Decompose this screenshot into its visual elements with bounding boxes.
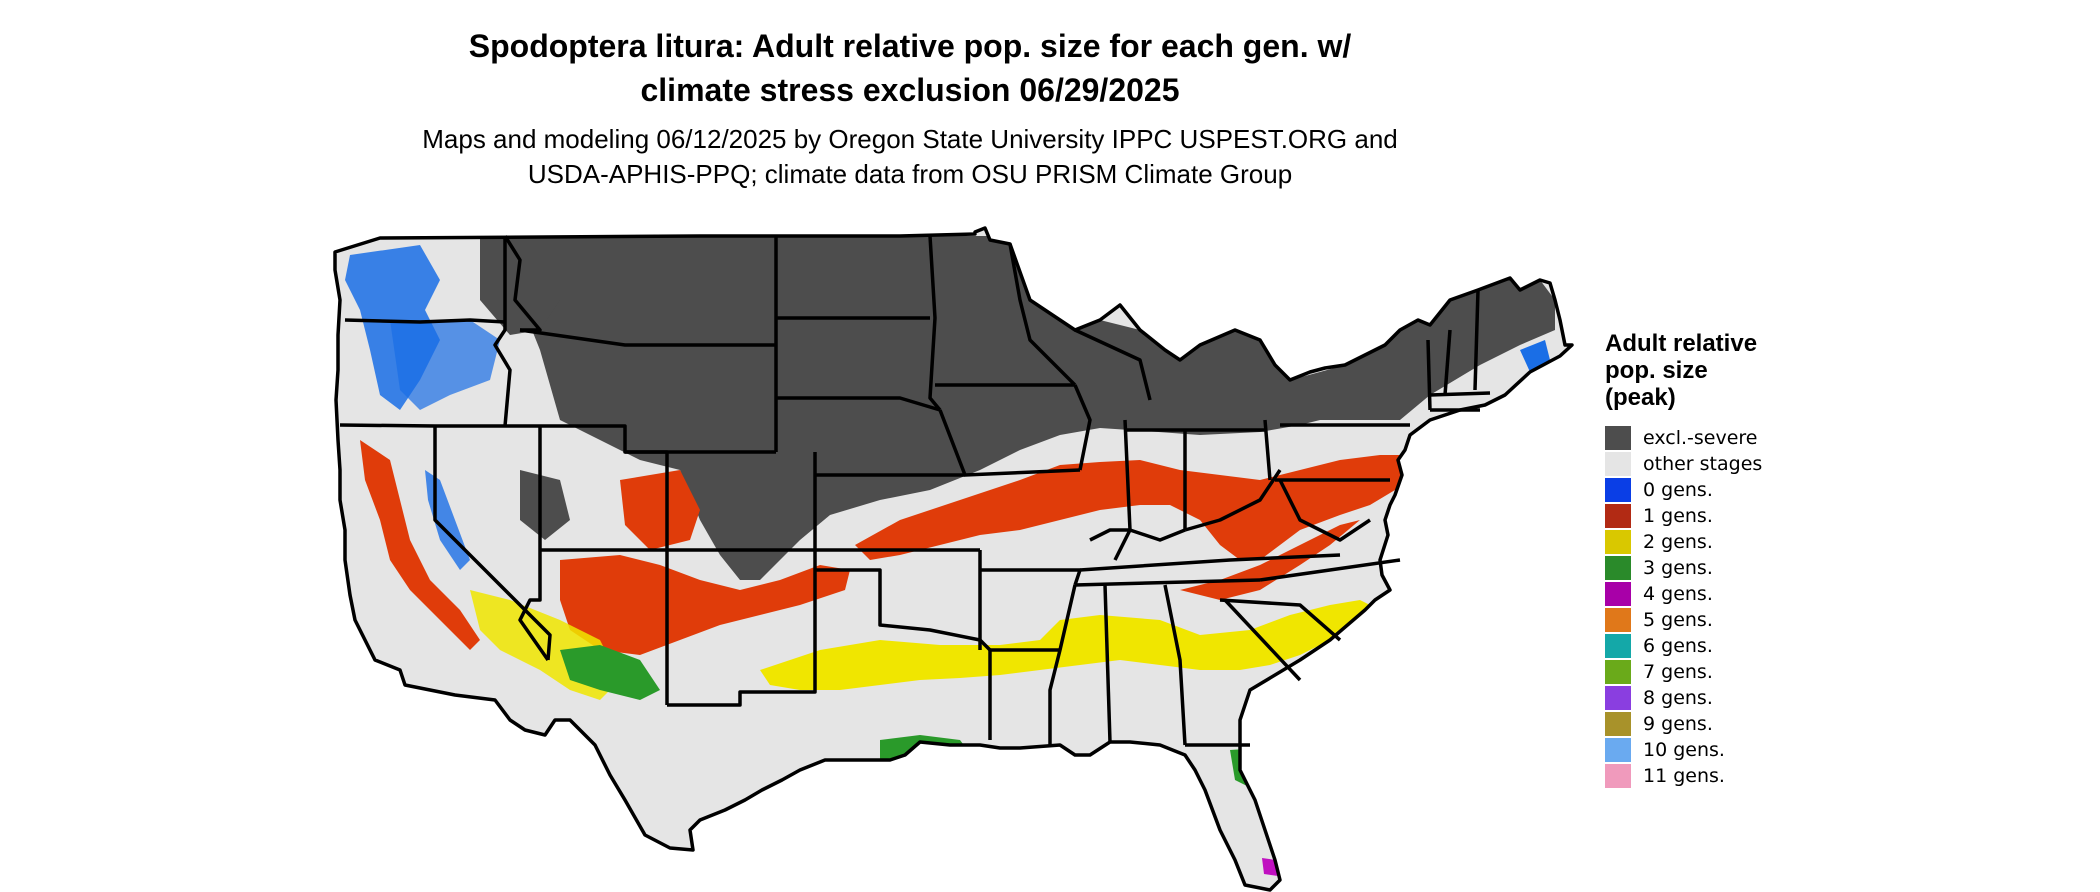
legend-item: 10 gens. bbox=[1605, 737, 1865, 763]
legend-label: 11 gens. bbox=[1643, 765, 1725, 787]
border-ny-vt bbox=[1426, 339, 1432, 411]
legend-item: 0 gens. bbox=[1605, 477, 1865, 503]
legend-label: 10 gens. bbox=[1643, 739, 1725, 761]
legend-label: 9 gens. bbox=[1643, 713, 1713, 735]
legend-label: 4 gens. bbox=[1643, 583, 1713, 605]
zone-1-gens-southwest bbox=[560, 555, 850, 655]
legend-swatch bbox=[1605, 608, 1631, 632]
legend-item: 8 gens. bbox=[1605, 685, 1865, 711]
map-title-line-1: Spodoptera litura: Adult relative pop. s… bbox=[468, 28, 1352, 64]
zone-0-gens-oregon bbox=[390, 320, 500, 410]
legend-label: 3 gens. bbox=[1643, 557, 1713, 579]
border-nd-mn bbox=[928, 235, 942, 412]
excluded-region-nevada bbox=[520, 470, 570, 540]
legend-swatch bbox=[1605, 504, 1631, 528]
legend-item: 3 gens. bbox=[1605, 555, 1865, 581]
legend-item: 9 gens. bbox=[1605, 711, 1865, 737]
legend-item: excl.-severe bbox=[1605, 425, 1865, 451]
legend-item: 5 gens. bbox=[1605, 607, 1865, 633]
border-nh-me bbox=[1473, 289, 1480, 391]
legend-label: 1 gens. bbox=[1643, 505, 1713, 527]
legend-items: excl.-severe other stages 0 gens. 1 gens. 2 … bbox=[1605, 425, 1865, 789]
zone-1-gens-california bbox=[360, 440, 480, 650]
legend-item: 11 gens. bbox=[1605, 763, 1865, 789]
border-ar-ms bbox=[1048, 584, 1077, 745]
border-il-ky bbox=[1089, 528, 1186, 542]
map-title: Spodoptera litura: Adult relative pop. s… bbox=[0, 24, 1820, 112]
border-nc-sc bbox=[1219, 598, 1342, 642]
zone-3-gens-arizona bbox=[560, 645, 660, 700]
border-ia-il bbox=[1073, 384, 1092, 471]
legend-title-line-3: (peak) bbox=[1605, 384, 1676, 411]
border-or-ca-nv bbox=[339, 423, 540, 428]
border-wa-or bbox=[344, 318, 506, 324]
border-ma bbox=[1429, 391, 1491, 397]
legend-swatch bbox=[1605, 530, 1631, 554]
border-va-nc bbox=[1259, 558, 1401, 582]
legend-swatch bbox=[1605, 478, 1631, 502]
legend-label: 7 gens. bbox=[1643, 661, 1713, 683]
border-mt-wy bbox=[519, 328, 776, 347]
legend-label: 0 gens. bbox=[1643, 479, 1713, 501]
legend-swatch bbox=[1605, 764, 1631, 788]
legend-swatch bbox=[1605, 556, 1631, 580]
border-oh-pa bbox=[1263, 419, 1272, 481]
border-id-mt bbox=[503, 235, 542, 332]
border-ky-tn bbox=[1079, 553, 1341, 572]
legend-title-line-2: pop. size bbox=[1605, 357, 1708, 384]
excluded-region-west bbox=[480, 236, 560, 335]
legend-title-line-1: Adult relative bbox=[1605, 330, 1758, 357]
legend-label: other stages bbox=[1643, 453, 1763, 475]
national-border bbox=[333, 226, 1574, 892]
legend-label: 2 gens. bbox=[1643, 531, 1713, 553]
border-oh-ky-wv bbox=[1184, 469, 1282, 532]
legend-title: Adult relative pop. size (peak) bbox=[1605, 330, 1865, 411]
state-borders bbox=[333, 226, 1574, 892]
zone-2-gens-southern-band bbox=[760, 600, 1380, 690]
legend-swatch bbox=[1605, 582, 1631, 606]
excluded-region-north bbox=[520, 236, 1555, 580]
map-title-line-2: climate stress exclusion 06/29/2025 bbox=[640, 72, 1180, 108]
map-subtitle-line-1: Maps and modeling 06/12/2025 by Oregon S… bbox=[422, 124, 1398, 154]
legend-label: 6 gens. bbox=[1643, 635, 1713, 657]
legend-label: 5 gens. bbox=[1643, 609, 1713, 631]
border-nv-ut-az bbox=[518, 426, 550, 662]
legend-swatch bbox=[1605, 686, 1631, 710]
legend-swatch bbox=[1605, 452, 1631, 476]
legend-swatch bbox=[1605, 634, 1631, 658]
zone-1-gens-colorado bbox=[620, 470, 700, 550]
legend-item: 1 gens. bbox=[1605, 503, 1865, 529]
legend-item: 4 gens. bbox=[1605, 581, 1865, 607]
us-map bbox=[333, 226, 1574, 892]
border-tn-south bbox=[1074, 578, 1261, 587]
legend-item: 7 gens. bbox=[1605, 659, 1865, 685]
legend-item: other stages bbox=[1605, 451, 1865, 477]
border-vt-nh bbox=[1443, 329, 1452, 396]
border-sd-ne bbox=[776, 396, 941, 412]
legend-swatch bbox=[1605, 660, 1631, 684]
legend-label: 8 gens. bbox=[1643, 687, 1713, 709]
legend-swatch bbox=[1605, 426, 1631, 450]
border-mi-upper bbox=[1074, 328, 1152, 401]
map-subtitle: Maps and modeling 06/12/2025 by Oregon S… bbox=[0, 122, 1820, 192]
legend-item: 2 gens. bbox=[1605, 529, 1865, 555]
border-wv-va bbox=[1278, 479, 1371, 542]
zone-3-gens-texas-coast bbox=[880, 735, 975, 820]
border-nm-tx bbox=[667, 550, 817, 707]
legend-item: 6 gens. bbox=[1605, 633, 1865, 659]
legend-label: excl.-severe bbox=[1643, 427, 1758, 449]
legend-swatch bbox=[1605, 712, 1631, 736]
border-id-west bbox=[493, 236, 512, 427]
border-al-ga bbox=[1163, 584, 1187, 746]
zone-4-gens-south-texas bbox=[878, 836, 895, 850]
border-ca-nv bbox=[433, 426, 552, 661]
border-sc-ga bbox=[1223, 598, 1302, 682]
map-subtitle-line-2: USDA-APHIS-PPQ; climate data from OSU PR… bbox=[527, 159, 1293, 189]
border-ia-mo bbox=[938, 409, 1081, 477]
legend: Adult relative pop. size (peak) excl.-se… bbox=[1605, 330, 1865, 789]
border-ms-al bbox=[1103, 584, 1112, 743]
border-mn-wi bbox=[1008, 243, 1077, 387]
legend-swatch bbox=[1605, 738, 1631, 762]
